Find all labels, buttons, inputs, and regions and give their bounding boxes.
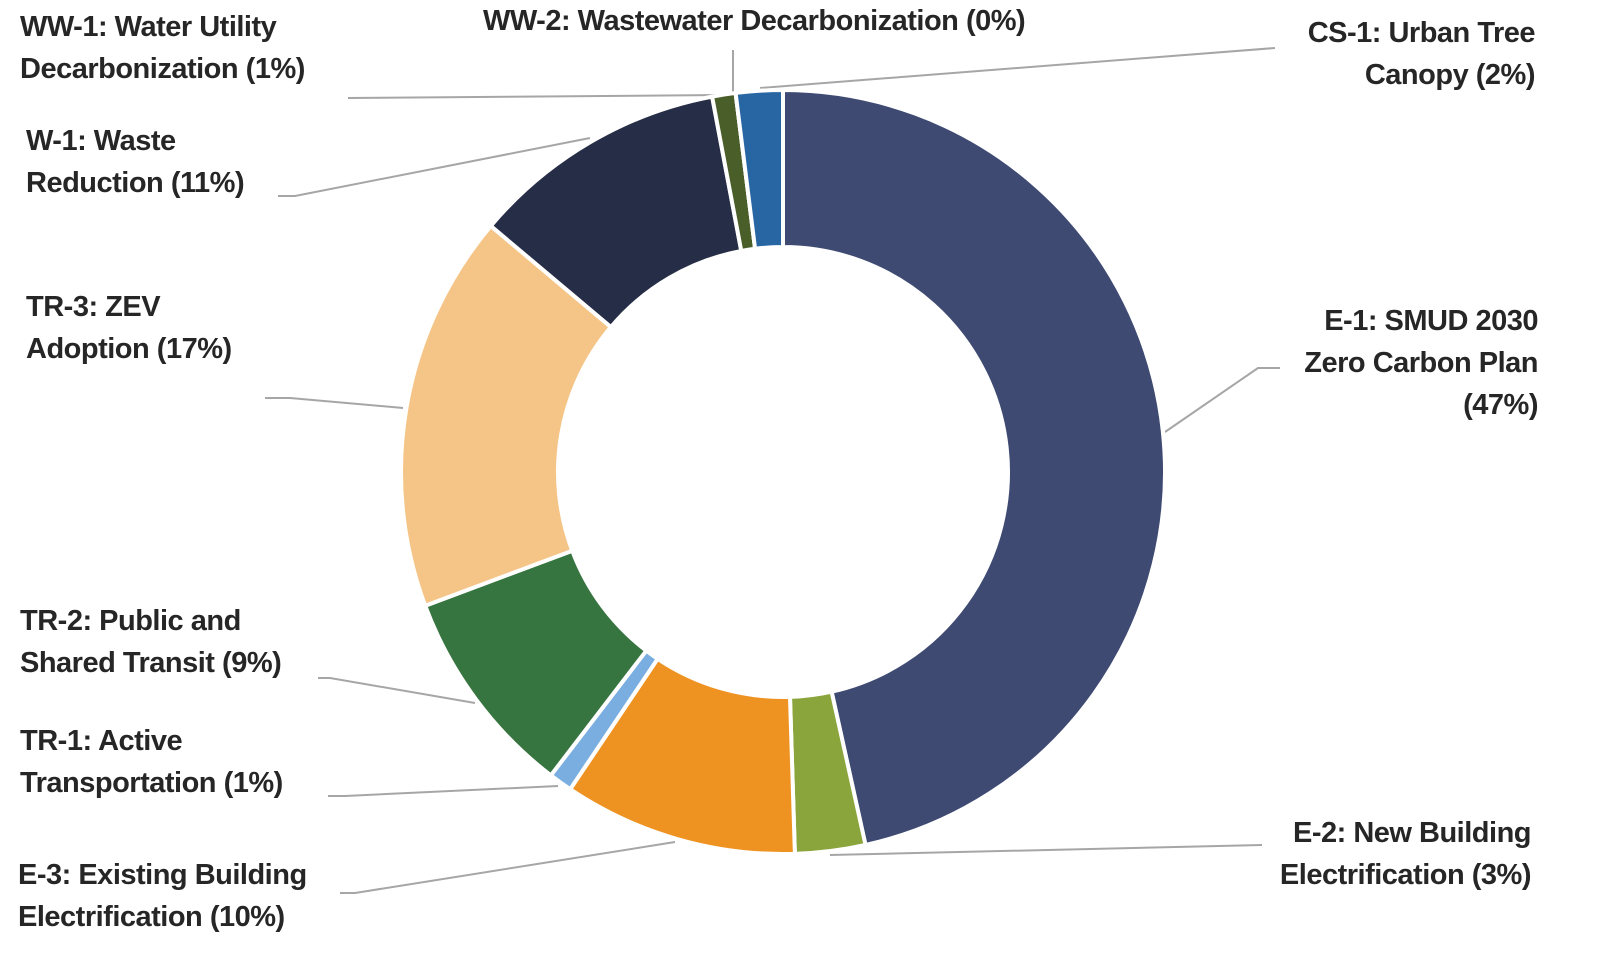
category-label: WW-1: Water Utility Decarbonization: [20, 11, 277, 85]
leader-line: [318, 677, 476, 704]
value-label: (1%): [245, 53, 306, 85]
category-label: WW-2: Wastewater Decarbonization: [483, 5, 959, 37]
value-label: (11%): [170, 167, 245, 199]
slice-label: E-2: New Building Electrification (3%): [1211, 812, 1532, 896]
value-label: (3%): [1471, 859, 1532, 891]
slice-label: W-1: Waste Reduction (11%): [26, 120, 296, 204]
category-label: TR-1: Active Transportation: [20, 725, 217, 799]
category-label: W-1: Waste Reduction: [26, 125, 176, 199]
leader-lines: [265, 47, 1280, 894]
value-label: (47%): [1463, 389, 1538, 421]
category-label: E-1: SMUD 2030 Zero Carbon Plan: [1304, 305, 1538, 379]
value-label: (17%): [156, 333, 232, 365]
category-label: TR-3: ZEV Adoption: [26, 291, 161, 365]
value-label: (1%): [223, 767, 284, 799]
slice-label: TR-2: Public and Shared Transit (9%): [20, 600, 330, 684]
slice-label: WW-1: Water Utility Decarbonization (1%): [20, 6, 360, 90]
value-label: (9%): [222, 647, 282, 679]
category-label: TR-2: Public and Shared Transit: [20, 605, 241, 679]
leader-line: [829, 844, 1263, 856]
leader-line: [265, 397, 404, 409]
leader-line: [340, 841, 676, 894]
category-label: E-2: New Building Electrification: [1279, 817, 1532, 891]
slice-label: E-1: SMUD 2030 Zero Carbon Plan (47%): [1278, 300, 1538, 426]
leader-line: [1164, 367, 1280, 433]
leader-line: [328, 785, 559, 797]
donut-slice: [399, 223, 614, 609]
category-label: E-3: Existing Building Electrification: [18, 859, 307, 933]
slice-label: CS-1: Urban Tree Canopy (2%): [1265, 12, 1536, 96]
slice-label: WW-2: Wastewater Decarbonization (0%): [483, 0, 1123, 42]
leader-line: [347, 94, 723, 99]
value-label: (2%): [1475, 59, 1536, 91]
leader-line: [278, 137, 591, 197]
slice-label: E-3: Existing Building Electrification (…: [18, 854, 358, 938]
category-label: CS-1: Urban Tree Canopy: [1307, 17, 1536, 91]
leader-line: [759, 47, 1276, 89]
donut-slice: [733, 87, 785, 251]
slice-label: TR-3: ZEV Adoption (17%): [26, 286, 276, 370]
donut-slice: [781, 87, 1167, 848]
value-label: (0%): [965, 5, 1026, 37]
slice-label: TR-1: Active Transportation (1%): [20, 720, 340, 804]
value-label: (10%): [209, 901, 285, 933]
